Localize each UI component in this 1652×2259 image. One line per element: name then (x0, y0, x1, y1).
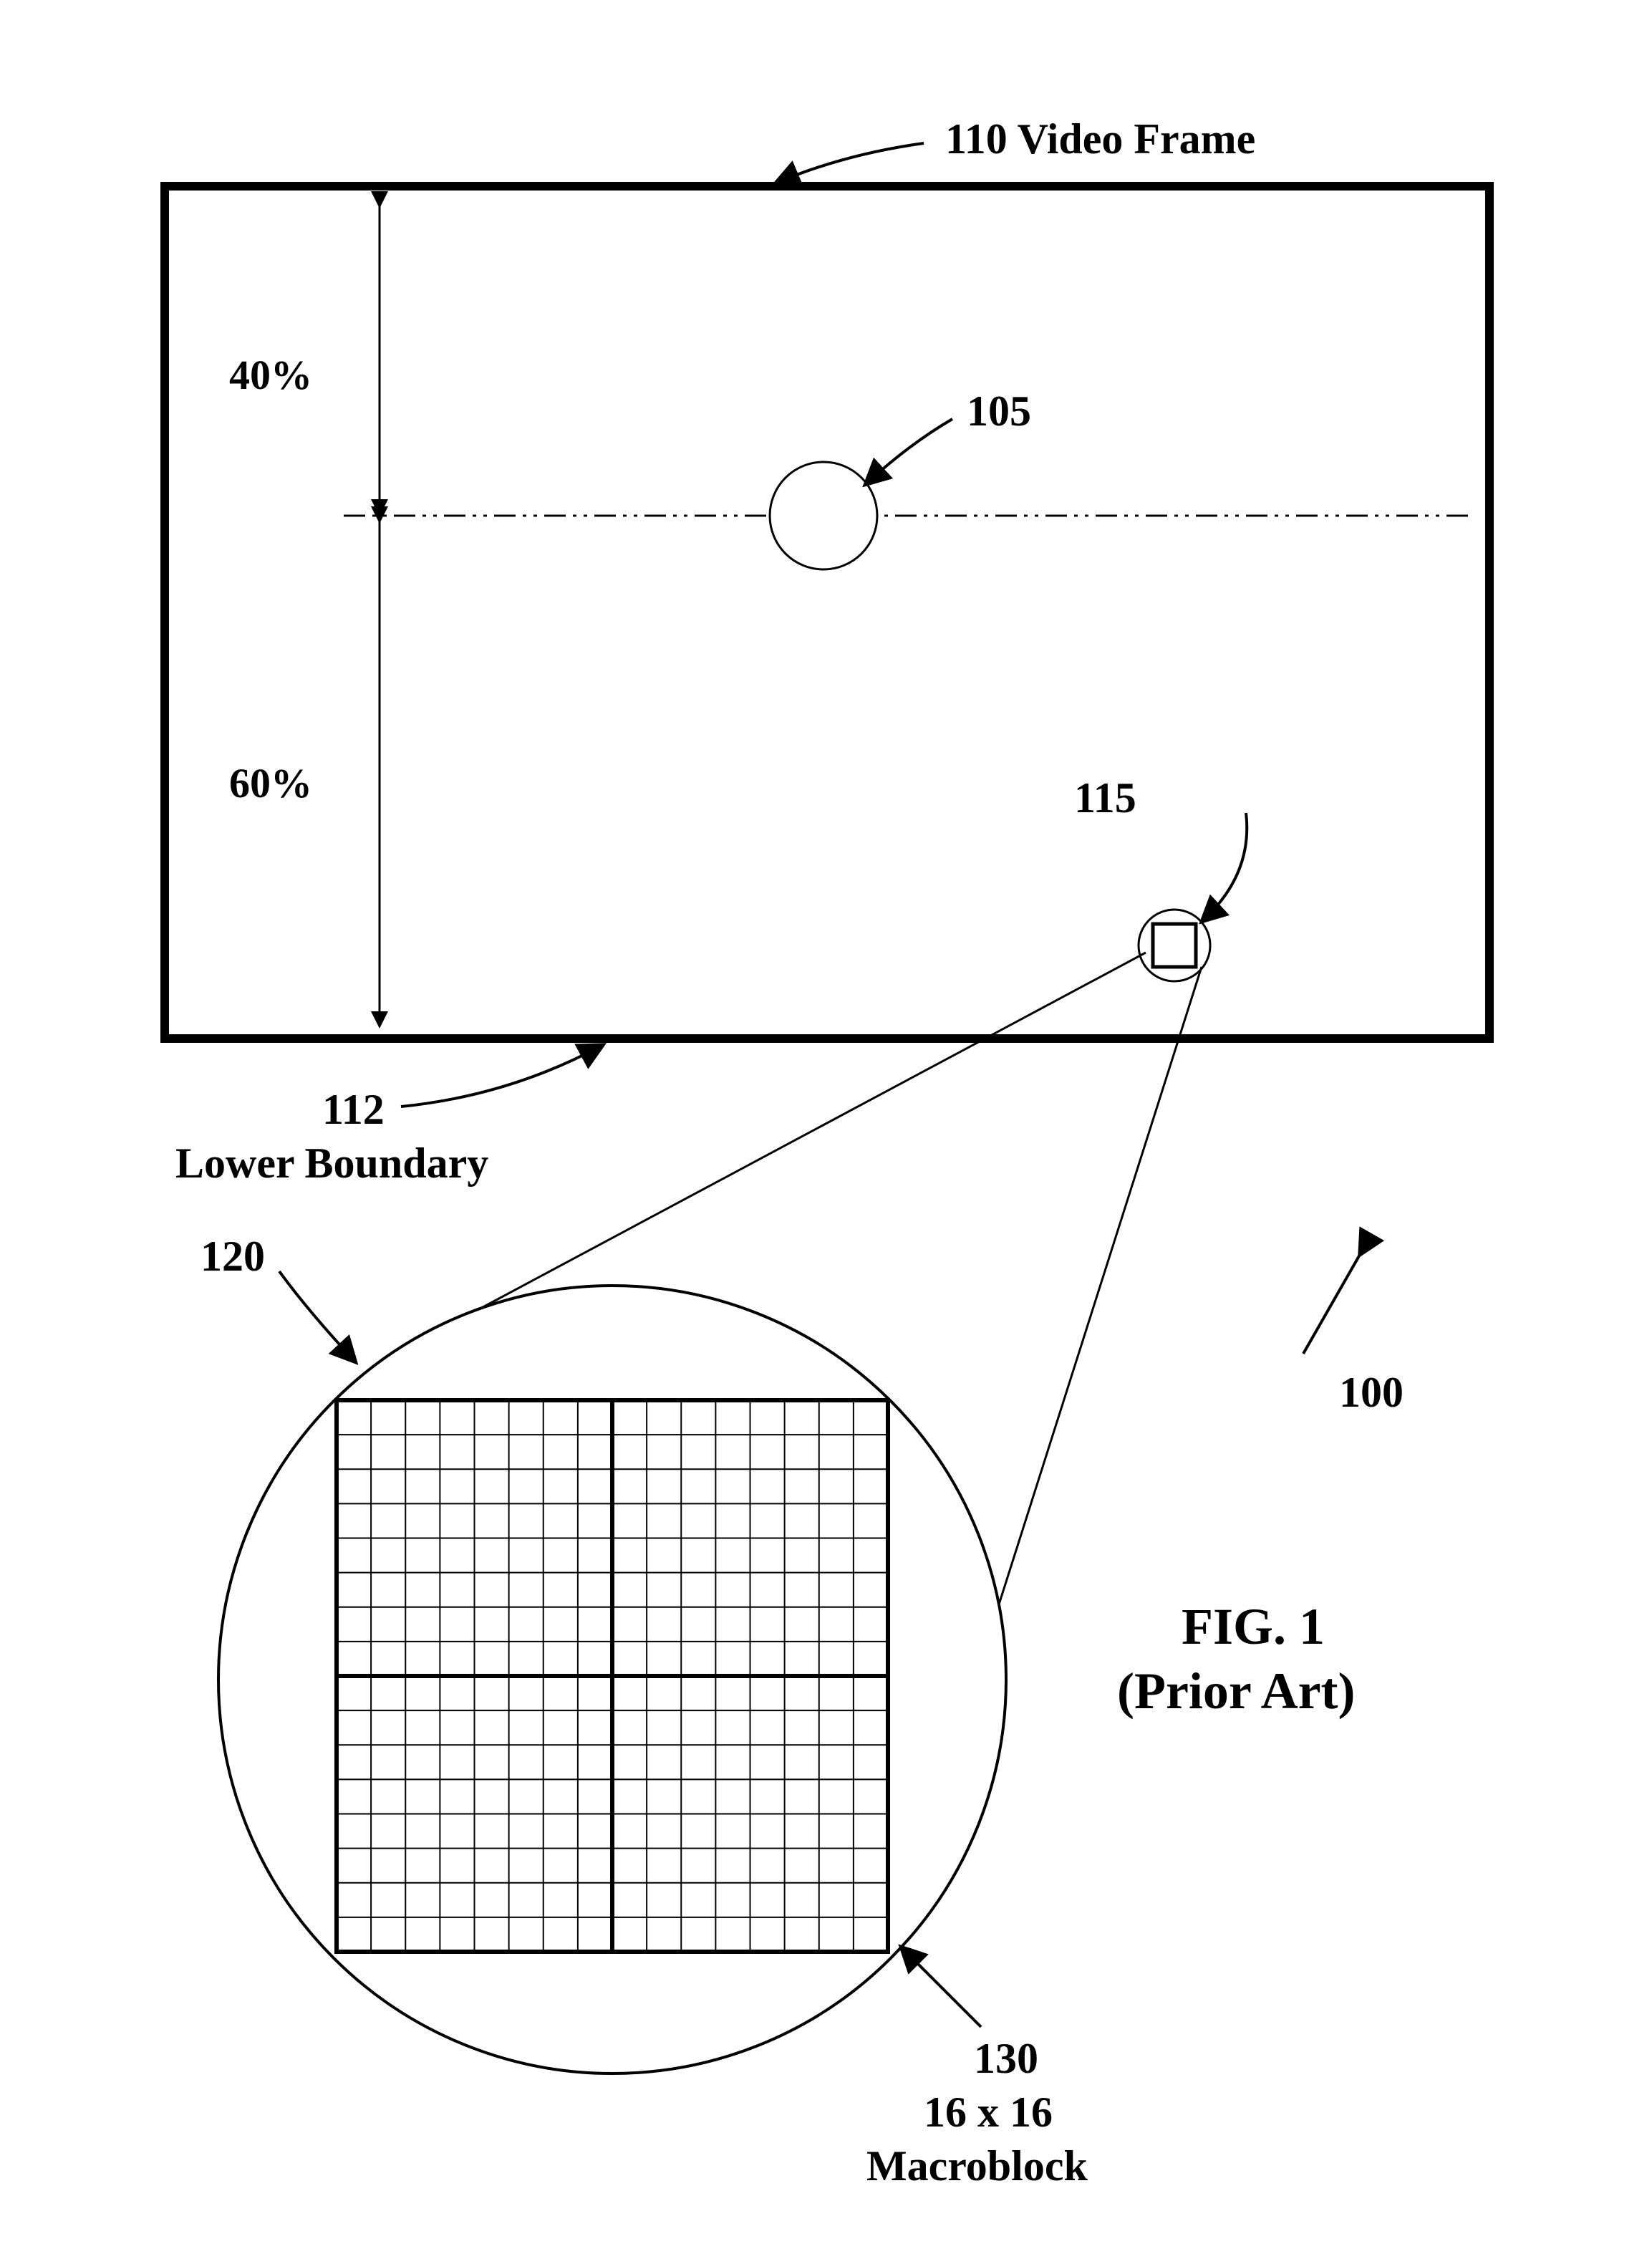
label-100: 100 (1339, 1368, 1404, 1417)
label-112-num: 112 (322, 1085, 385, 1135)
small-block-115 (1153, 924, 1196, 967)
label-120: 120 (201, 1232, 265, 1281)
label-130-num: 130 (974, 2034, 1038, 2084)
label-130-text1: 16 x 16 (924, 2088, 1053, 2137)
video-frame-rect (165, 186, 1489, 1039)
arrow-to-115 (1203, 813, 1247, 920)
figure-subtitle: (Prior Art) (1117, 1662, 1356, 1721)
zoom-tangent-2 (999, 967, 1202, 1604)
arrow-to-100 (1303, 1253, 1361, 1354)
label-130-text2: Macroblock (866, 2142, 1088, 2191)
label-110: 110 Video Frame (945, 115, 1255, 164)
macroblock-grid (337, 1400, 888, 1952)
label-112-text: Lower Boundary (175, 1139, 488, 1188)
label-40pct: 40% (229, 351, 312, 399)
arrow-to-110 (777, 143, 924, 183)
label-60pct: 60% (229, 759, 312, 807)
arrow-to-130 (902, 1948, 981, 2027)
label-105: 105 (967, 387, 1031, 436)
arrow-to-105 (866, 419, 952, 483)
circle-105 (770, 462, 877, 569)
arrow-to-112 (401, 1046, 602, 1107)
arrow-to-120 (279, 1271, 354, 1361)
figure-title: FIG. 1 (1182, 1597, 1325, 1657)
label-115: 115 (1074, 774, 1136, 823)
zoom-tangent-1 (476, 953, 1146, 1311)
